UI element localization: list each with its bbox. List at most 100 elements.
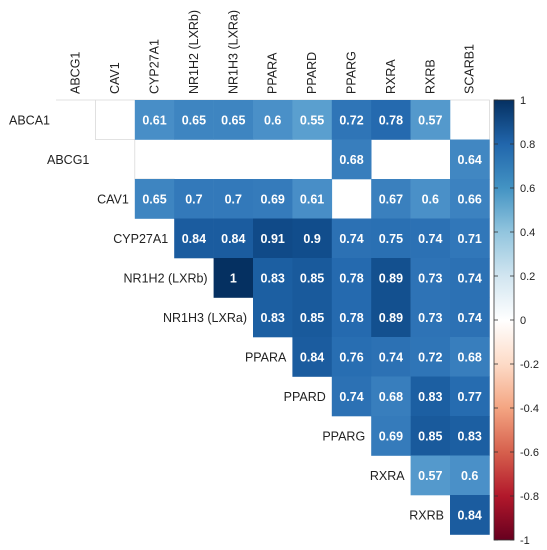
heatmap-cell <box>331 337 372 377</box>
cell-value-label: 0.6 <box>461 469 478 483</box>
cell-value-label: 0.83 <box>458 429 482 443</box>
legend-tick-label: 0.8 <box>520 139 535 151</box>
column-label: SCARB1 <box>463 44 477 94</box>
heatmap-cell <box>450 179 490 219</box>
legend-tick-label: 0.4 <box>520 227 535 239</box>
cell-value-label: 0.7 <box>185 192 202 206</box>
heatmap-cell <box>371 376 411 417</box>
color-legend: 1 0.8 0.6 0.4 0.2 0 -0.2 -0.4 -0.6 -0.8 -1 <box>493 95 539 547</box>
heatmap-cell <box>410 179 451 219</box>
heatmap-cell <box>331 100 372 140</box>
cell-value-label: 0.78 <box>339 311 363 325</box>
cell-value-label: 0.68 <box>458 350 482 364</box>
heatmap-cell <box>134 179 175 219</box>
cell-value-label: 0.72 <box>418 350 442 364</box>
heatmap-cell <box>450 139 490 180</box>
heatmap-cell <box>331 376 372 417</box>
cell-value-label: 0.69 <box>261 192 285 206</box>
heatmap-cell <box>371 297 411 338</box>
cell-value-label: 0.57 <box>418 469 442 483</box>
column-label: NR1H3 (LXRa) <box>226 10 240 94</box>
legend-tick-label: 0.6 <box>520 183 535 195</box>
heatmap-cell <box>410 100 451 140</box>
legend-tick-label: -1 <box>520 535 530 547</box>
heatmap-cell <box>371 218 411 259</box>
column-labels: ABCG1 CAV1 CYP27A1 NR1H2 (LXRb) NR1H3 (LXRa)… <box>69 10 477 94</box>
heatmap-cell <box>174 218 214 259</box>
heatmap-cell <box>371 179 411 219</box>
row-label: RXRB <box>409 508 444 522</box>
cell-value-label: 0.61 <box>300 192 324 206</box>
heatmap-cell <box>450 218 490 259</box>
cell-value-label: 0.89 <box>379 311 403 325</box>
column-label: RXRB <box>423 59 437 94</box>
cell-value-label: 0.85 <box>300 311 324 325</box>
column-label: PPARD <box>305 52 319 94</box>
heatmap-cell <box>174 179 214 219</box>
cell-value-label: 0.85 <box>300 271 324 285</box>
heatmap-cell <box>331 139 372 180</box>
heatmap-cell <box>253 258 293 298</box>
cell-value-label: 0.73 <box>418 271 442 285</box>
heatmap-cell <box>410 455 451 496</box>
heatmap-cell <box>410 337 451 377</box>
cell-value-label: 0.84 <box>221 232 245 246</box>
cell-value-label: 0.74 <box>458 271 482 285</box>
column-label: NR1H2 (LXRb) <box>187 10 201 94</box>
row-label: RXRA <box>370 469 405 483</box>
heatmap-cell <box>331 258 372 298</box>
heatmap-cell <box>450 416 490 456</box>
cell-value-label: 0.55 <box>300 113 324 127</box>
heatmap-cell <box>410 218 451 259</box>
cell-value-label: 0.65 <box>221 113 245 127</box>
legend-tick-label: -0.4 <box>520 403 539 415</box>
row-label: CYP27A1 <box>113 232 168 246</box>
cell-value-label: 0.75 <box>379 232 403 246</box>
heatmap-cell <box>253 218 293 259</box>
cell-value-label: 0.84 <box>458 508 482 522</box>
cell-value-label: 0.72 <box>339 113 363 127</box>
row-label: ABCG1 <box>47 153 89 167</box>
cell-value-label: 0.83 <box>261 271 285 285</box>
column-label: PPARA <box>266 52 280 94</box>
cell-value-label: 0.74 <box>458 311 482 325</box>
column-label: RXRA <box>384 59 398 94</box>
heatmap-cell <box>213 179 254 219</box>
cell-value-label: 0.74 <box>418 232 442 246</box>
cell-value-label: 0.74 <box>339 232 363 246</box>
heatmap-cell <box>410 258 451 298</box>
row-label: CAV1 <box>97 192 129 206</box>
heatmap-cell <box>253 100 293 140</box>
row-labels: ABCA1 ABCG1 CAV1 CYP27A1 NR1H2 (LXRb) NR1H3 (… <box>9 113 444 522</box>
heatmap-cell <box>371 100 411 140</box>
cell-value-label: 1 <box>230 271 237 285</box>
heatmap-cell <box>292 258 333 298</box>
row-label: NR1H3 (LXRa) <box>163 311 247 325</box>
column-label: ABCG1 <box>69 52 83 94</box>
cell-value-label: 0.61 <box>142 113 166 127</box>
cell-value-label: 0.68 <box>339 153 363 167</box>
heatmap-cell <box>450 258 490 298</box>
cell-value-label: 0.78 <box>339 271 363 285</box>
heatmap-cell <box>292 179 333 219</box>
row-label: ABCA1 <box>9 113 50 127</box>
cell-value-label: 0.74 <box>379 350 403 364</box>
cell-value-label: 0.66 <box>458 192 482 206</box>
heatmap-cell <box>213 218 254 259</box>
heatmap-cells: 0.61 0.65 0.65 0.6 0.55 0.72 0.78 0.570.68 0.640… <box>134 100 490 535</box>
heatmap-cell <box>331 297 372 338</box>
cell-value-label: 0.85 <box>418 429 442 443</box>
cell-value-label: 0.74 <box>339 390 363 404</box>
cell-value-label: 0.91 <box>261 232 285 246</box>
legend-tick-label: 1 <box>520 95 526 107</box>
legend-tick-label: 0 <box>520 315 526 327</box>
row-label: PPARD <box>284 390 326 404</box>
heatmap-cell <box>450 455 490 496</box>
cell-value-label: 0.77 <box>458 390 482 404</box>
cell-value-label: 0.84 <box>182 232 206 246</box>
cell-value-label: 0.68 <box>379 390 403 404</box>
heatmap-cell <box>253 179 293 219</box>
cell-value-label: 0.65 <box>142 192 166 206</box>
row-label: PPARA <box>245 350 287 364</box>
heatmap-cell <box>292 337 333 377</box>
